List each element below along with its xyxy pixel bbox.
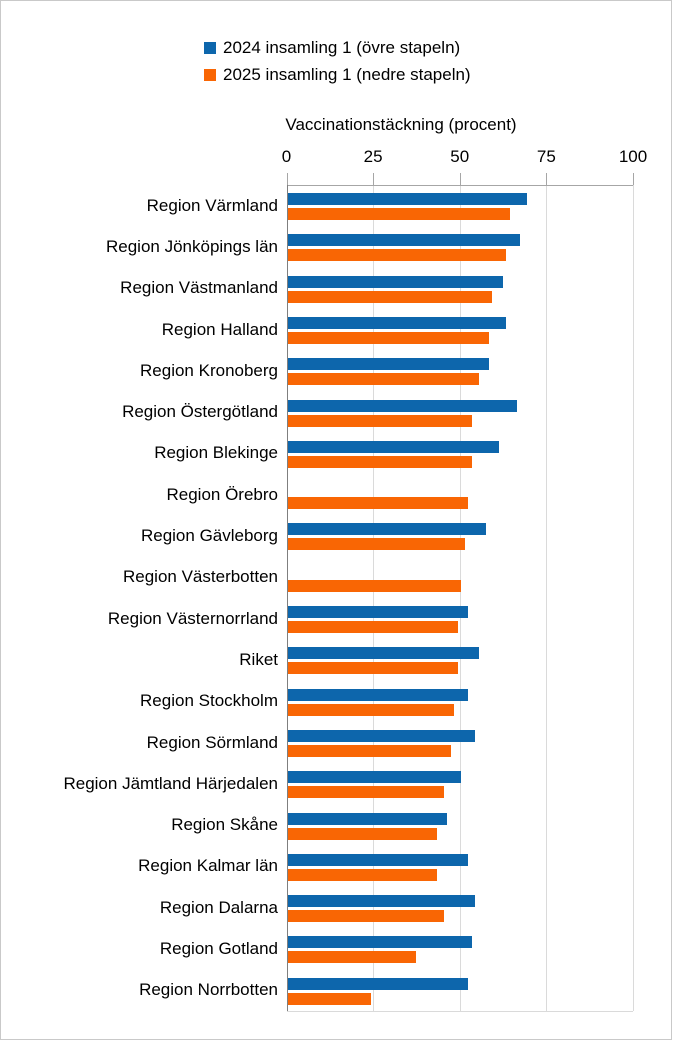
bar-2025 <box>287 291 492 303</box>
bar-2025 <box>287 828 437 840</box>
bar-2025 <box>287 993 371 1005</box>
category-label: Region Skåne <box>171 815 278 835</box>
category-label: Region Blekinge <box>154 443 278 463</box>
vertical-gridline <box>459 185 461 1011</box>
category-label: Region Sörmland <box>146 732 278 752</box>
bar-2025 <box>287 208 510 220</box>
legend-item-2025: 2025 insamling 1 (nedre stapeln) <box>204 64 471 86</box>
category-label: Region Jönköpings län <box>105 236 278 256</box>
bar-2024 <box>287 193 527 205</box>
legend-item-2024: 2024 insamling 1 (övre stapeln) <box>204 37 471 59</box>
bar-2025 <box>287 951 416 963</box>
bar-2024 <box>287 400 517 412</box>
vertical-gridline <box>546 185 548 1011</box>
bar-2024 <box>287 441 499 453</box>
x-axis-tick-mark <box>459 173 461 185</box>
x-axis-tick-mark <box>633 173 634 185</box>
bar-2025 <box>287 415 472 427</box>
category-label: Region Stockholm <box>140 691 278 711</box>
x-axis-line <box>286 185 633 186</box>
category-label: Region Kalmar län <box>138 856 278 876</box>
bar-2025 <box>287 704 454 716</box>
bar-2025 <box>287 497 468 509</box>
legend: 2024 insamling 1 (övre stapeln) 2025 insa… <box>204 37 471 86</box>
category-label: Region Kronoberg <box>140 360 278 380</box>
bar-2024 <box>287 606 468 618</box>
bar-2025 <box>287 538 465 550</box>
category-label: Region Östergötland <box>122 402 278 422</box>
y-axis-zero-line <box>286 185 288 1011</box>
category-label: Region Västerbotten <box>123 567 278 587</box>
x-axis-tick-mark <box>373 173 375 185</box>
bar-2025 <box>287 456 472 468</box>
category-label: Region Jämtland Härjedalen <box>63 773 278 793</box>
bar-2024 <box>287 523 486 535</box>
vertical-gridline <box>633 185 634 1011</box>
x-axis-tick-label: 100 <box>618 147 648 166</box>
legend-swatch-icon <box>204 69 216 81</box>
category-label: Region Norrbotten <box>139 980 278 1000</box>
bar-2024 <box>287 276 503 288</box>
bar-2024 <box>287 358 489 370</box>
category-label: Region Värmland <box>146 195 278 215</box>
bar-2025 <box>287 910 444 922</box>
bar-2024 <box>287 234 520 246</box>
category-label: Region Halland <box>161 319 278 339</box>
legend-label: 2025 insamling 1 (nedre stapeln) <box>223 65 471 84</box>
bar-2024 <box>287 771 461 783</box>
category-label: Riket <box>239 649 278 669</box>
bar-2025 <box>287 662 458 674</box>
bar-2024 <box>287 936 472 948</box>
category-label: Region Gävleborg <box>140 526 278 546</box>
category-label: Region Gotland <box>159 939 278 959</box>
legend-label: 2024 insamling 1 (övre stapeln) <box>223 38 461 57</box>
bar-2025 <box>287 373 479 385</box>
bar-2024 <box>287 895 475 907</box>
vertical-gridline <box>373 185 375 1011</box>
bar-2024 <box>287 730 475 742</box>
category-label: Region Västernorrland <box>107 608 278 628</box>
chart-title: Vaccinationstäckning (procent) <box>285 115 517 134</box>
category-label: Region Örebro <box>166 484 278 504</box>
x-axis-tick-label: 0 <box>281 147 292 166</box>
bar-2024 <box>287 317 506 329</box>
bar-2025 <box>287 869 437 881</box>
bar-2024 <box>287 689 468 701</box>
x-axis-tick-label: 25 <box>363 147 383 166</box>
bar-2025 <box>287 332 489 344</box>
bar-2025 <box>287 786 444 798</box>
bar-2025 <box>287 249 506 261</box>
x-axis-tick-label: 50 <box>450 147 470 166</box>
legend-swatch-icon <box>204 42 216 54</box>
bar-2024 <box>287 647 479 659</box>
plot-bottom-line <box>286 1011 633 1012</box>
category-label: Region Västmanland <box>120 278 278 298</box>
bar-2024 <box>287 813 447 825</box>
category-label: Region Dalarna <box>159 897 278 917</box>
x-axis-tick-mark <box>546 173 548 185</box>
x-axis-tick-label: 75 <box>536 147 556 166</box>
x-axis-tick-mark <box>286 173 288 185</box>
bar-2024 <box>287 978 468 990</box>
bar-2025 <box>287 745 451 757</box>
bar-2025 <box>287 621 458 633</box>
bar-2024 <box>287 854 468 866</box>
bar-2025 <box>287 580 461 592</box>
